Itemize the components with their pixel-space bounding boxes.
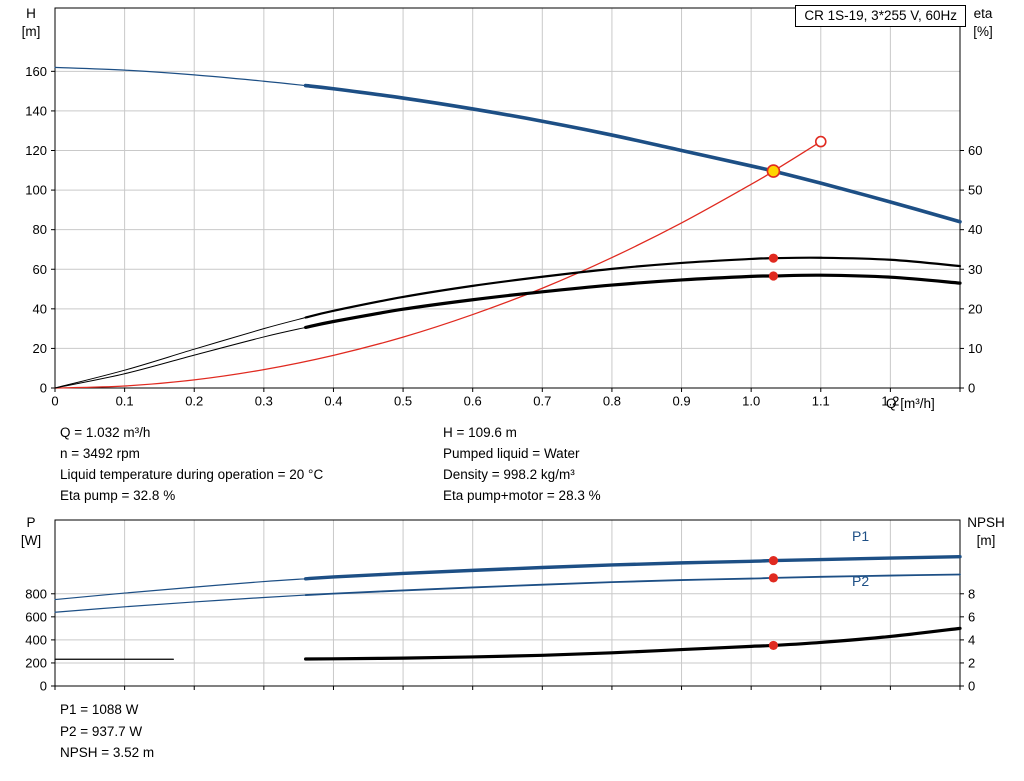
info-pumped-liquid: Pumped liquid = Water (443, 446, 580, 461)
y-tick-right-label: 30 (968, 262, 982, 277)
result-p2: P2 = 937.7 W (60, 723, 143, 739)
p1-curve-label: P1 (852, 528, 870, 544)
p2-curve-thin (54, 594, 307, 613)
hq-chart: 0 0.1 0.2 0.3 0.4 0.5 0.6 0.7 0.8 0.9 1.0 1.1 1.2 0 20… (25, 7, 982, 409)
p-axis-title: P [W] (12, 514, 50, 550)
h-axis-title-unit: [m] (21, 24, 41, 39)
x-tick-label: 0.2 (185, 394, 203, 409)
y-tick-left-label: 140 (25, 103, 47, 118)
npsh-axis-title-unit: [m] (976, 533, 996, 548)
x-tick-label: 0.4 (324, 394, 342, 409)
y-tick-right-label: 10 (968, 341, 982, 356)
eta-pump-motor-curve-thin (54, 326, 307, 389)
y-tick-right-label: 40 (968, 222, 982, 237)
eta-pump-point-marker (768, 253, 779, 263)
pump-title-box: CR 1S-19, 3*255 V, 60Hz (795, 5, 966, 27)
x-tick-label: 0.7 (533, 394, 551, 409)
p2-point-marker (768, 573, 779, 583)
p-axis-title-symbol: P (26, 515, 36, 530)
y-tick-left-label: 100 (25, 183, 47, 198)
eta-axis-title-symbol: eta (973, 6, 993, 21)
y-tick-right-label: 60 (968, 143, 982, 158)
eta-pump-motor-curve (304, 273, 962, 330)
system-curve-end-marker (814, 135, 827, 148)
npsh-curve (304, 626, 962, 661)
x-tick-label: 0.3 (255, 394, 273, 409)
x-tick-label: 0 (51, 394, 58, 409)
h-axis-title: H [m] (12, 5, 50, 41)
y-tick-left-label: 80 (33, 222, 47, 237)
y-tick-right-label: 50 (968, 183, 982, 198)
y-tick-right-label: 0 (968, 679, 975, 694)
eta-axis-title: eta [%] (960, 5, 1006, 41)
duty-info-right: H = 109.6 m Pumped liquid = Water Densit… (443, 422, 601, 506)
duty-info-left: Q = 1.032 m³/h n = 3492 rpm Liquid tempe… (60, 422, 323, 506)
duty-point-marker (766, 164, 781, 178)
info-head: H = 109.6 m (443, 425, 517, 440)
power-plot-frame (54, 519, 961, 687)
y-tick-left-label: 600 (25, 609, 47, 624)
hq-plot-frame (54, 7, 961, 389)
p-axis-title-unit: [W] (20, 533, 42, 548)
x-tick-label: 1.0 (742, 394, 760, 409)
p1-curve-thin (54, 578, 307, 601)
y-tick-left-label: 160 (25, 64, 47, 79)
result-p1: P1 = 1088 W (60, 702, 139, 717)
y-tick-left-label: 60 (33, 262, 47, 277)
y-tick-left-label: 800 (25, 586, 47, 601)
power-chart: 0 200 400 600 800 0 2 4 6 8 (25, 519, 975, 694)
info-speed: n = 3492 rpm (60, 446, 140, 461)
x-tick-label: 1.2 (881, 394, 899, 409)
x-tick-label: 0.5 (394, 394, 412, 409)
eta-pump-curve (304, 256, 962, 319)
h-axis-title-symbol: H (26, 6, 36, 21)
eta-axis-title-unit: [%] (973, 24, 993, 39)
result-values: P1 = 1088 W P2 = 937.7 W NPSH = 3.52 m (60, 699, 154, 764)
hq-curve (303, 83, 962, 224)
info-eta-pump-motor: Eta pump+motor = 28.3 % (443, 488, 601, 503)
y-tick-left-label: 40 (33, 301, 47, 316)
y-tick-right-label: 4 (968, 632, 975, 647)
npsh-point-marker (768, 640, 779, 651)
y-tick-left-label: 20 (33, 341, 47, 356)
y-tick-right-label: 2 (968, 655, 975, 670)
hq-curve-thin (54, 66, 307, 87)
x-tick-label: 0.8 (603, 394, 621, 409)
x-tick-label: 0.6 (464, 394, 482, 409)
x-tick-label: 0.9 (672, 394, 690, 409)
p1-point-marker (768, 555, 779, 566)
info-eta-pump: Eta pump = 32.8 % (60, 488, 176, 503)
p1-curve (303, 554, 962, 581)
system-curve (54, 140, 822, 389)
y-tick-left-label: 0 (40, 381, 47, 396)
eta-pump-curve-thin (54, 317, 307, 389)
p2-curve (304, 573, 961, 596)
y-tick-left-label: 120 (25, 143, 47, 158)
p2-curve-label: P2 (852, 573, 870, 589)
info-density: Density = 998.2 kg/m³ (443, 467, 575, 482)
y-tick-right-label: 0 (968, 381, 975, 396)
x-tick-label: 1.1 (812, 394, 830, 409)
q-axis-unit-label: Q [m³/h] (886, 396, 935, 411)
y-tick-right-label: 6 (968, 609, 975, 624)
eta-pump-motor-point-marker (768, 271, 779, 281)
x-tick-label: 0.1 (116, 394, 134, 409)
y-tick-left-label: 200 (25, 655, 47, 670)
y-tick-left-label: 0 (40, 679, 47, 694)
info-liquid-temperature: Liquid temperature during operation = 20… (60, 467, 324, 482)
result-npsh: NPSH = 3.52 m (60, 745, 155, 760)
npsh-axis-title: NPSH [m] (958, 514, 1014, 550)
y-tick-right-label: 20 (968, 301, 982, 316)
npsh-axis-title-symbol: NPSH (967, 515, 1005, 530)
info-flow: Q = 1.032 m³/h (60, 425, 151, 440)
y-tick-left-label: 400 (25, 632, 47, 647)
y-tick-right-label: 8 (968, 586, 975, 601)
